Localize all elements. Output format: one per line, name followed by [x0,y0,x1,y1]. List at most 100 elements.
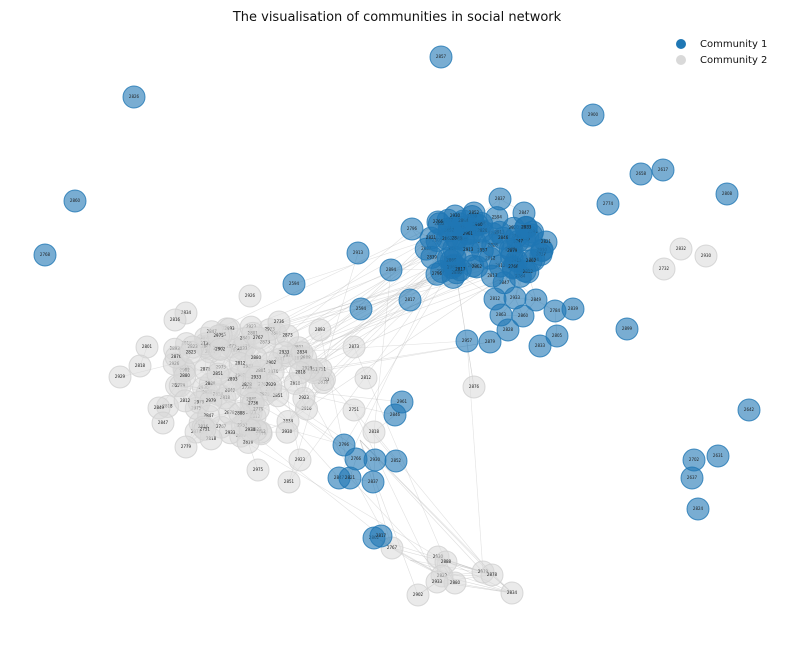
node-label: 2933 [279,350,290,355]
node-community-1: 2821 [338,466,362,490]
node-label: 2849 [154,405,165,410]
node-label: 2817 [487,273,498,278]
node-circle [652,257,676,281]
node-circle [361,470,385,494]
node-community-1: 2805 [545,324,569,348]
node-circle [206,362,230,386]
node-community-1: 2642 [737,398,761,422]
node-label: 2766 [433,219,444,224]
node-circle [308,318,332,342]
node-community-1: 2821 [534,230,558,254]
node-circle [596,192,620,216]
node-label: 2808 [722,191,733,196]
node-circle [500,581,524,605]
node-circle [292,386,316,410]
node-label: 2961 [397,399,408,404]
node-community-2: 2732 [652,257,676,281]
node-community-1: 2860 [511,304,535,328]
node-label: 2812 [490,296,501,301]
legend: Community 1 Community 2 [676,39,767,66]
node-community-2: 2926 [238,284,262,308]
node-circle [238,418,262,442]
node-circle [581,103,605,127]
node-circle [208,337,232,361]
network-edge [373,269,392,433]
node-community-2: 2812 [354,366,378,390]
node-community-1: 2913 [456,238,480,262]
node-circle [686,497,710,521]
node-label: 2812 [235,361,246,366]
node-community-1: 2768 [33,243,57,267]
node-community-2: 2930 [694,244,718,268]
node-community-2: 2767 [246,326,270,350]
node-community-2: 2902 [406,583,430,607]
node-label: 2594 [356,306,367,311]
node-community-1: 2817 [369,524,393,548]
node-circle [462,201,486,225]
node-community-2: 2823 [179,340,203,364]
node-community-2: 2979 [199,389,223,413]
node-label: 2894 [386,267,397,272]
node-community-1: 2852 [462,201,486,225]
node-circle [288,448,312,472]
node-circle [246,326,270,350]
node-community-2: 2847 [151,411,175,435]
node-label: 2837 [495,196,506,201]
node-community-1: 2852 [384,449,408,473]
node-label: 2879 [507,248,518,253]
node-circle [354,366,378,390]
node-label: 2817 [405,297,416,302]
node-community-1: 2833 [528,334,552,358]
node-label: 2767 [253,335,264,340]
node-label: 2857 [436,54,447,59]
node-label: 2900 [588,112,599,117]
node-label: 2846 [390,412,401,417]
node-label: 2839 [427,254,438,259]
node-label: 2863 [496,312,507,317]
node-circle [706,444,730,468]
node-label: 2766 [351,456,362,461]
node-label: 2837 [368,479,379,484]
node-label: 2863 [452,235,463,240]
node-circle [528,334,552,358]
node-circle [346,241,370,265]
node-circle [277,470,301,494]
node-label: 2832 [676,246,687,251]
node-community-1: 2863 [489,303,513,327]
node-label: 2930 [245,427,256,432]
node-community-2: 2923 [292,386,316,410]
node-community-1: 2774 [596,192,620,216]
node-community-1: 2930 [363,448,387,472]
node-circle [615,317,639,341]
node-circle [288,361,312,385]
node-community-1: 2594 [282,272,306,296]
node-circle [384,449,408,473]
node-label: 2961 [463,231,474,236]
node-community-2: 2902 [208,337,232,361]
node-circle [342,398,366,422]
node-label: 2617 [658,167,669,172]
node-label: 2893 [315,327,326,332]
node-circle [406,583,430,607]
node-label: 2876 [171,354,182,359]
node-circle [715,182,739,206]
node-label: 2833 [521,224,532,229]
node-community-2: 2873 [342,335,366,359]
node-circle [737,398,761,422]
node-community-1: 2899 [615,317,639,341]
node-circle [238,284,262,308]
node-community-2: 2929 [108,365,132,389]
node-label: 2957 [477,248,488,253]
node-community-2: 2933 [425,570,449,594]
node-circle [519,249,543,273]
node-community-1: 2826 [122,85,146,109]
node-label: 2796 [407,226,418,231]
node-circle [228,401,252,425]
nodes-layer: 2832293027322834283428162801281829292849… [33,45,761,607]
node-circle [398,288,422,312]
node-label: 2834 [507,590,518,595]
node-label: 2888 [441,559,452,564]
node-community-1: 2824 [686,497,710,521]
node-community-1: 2658 [629,162,653,186]
node-circle [179,340,203,364]
